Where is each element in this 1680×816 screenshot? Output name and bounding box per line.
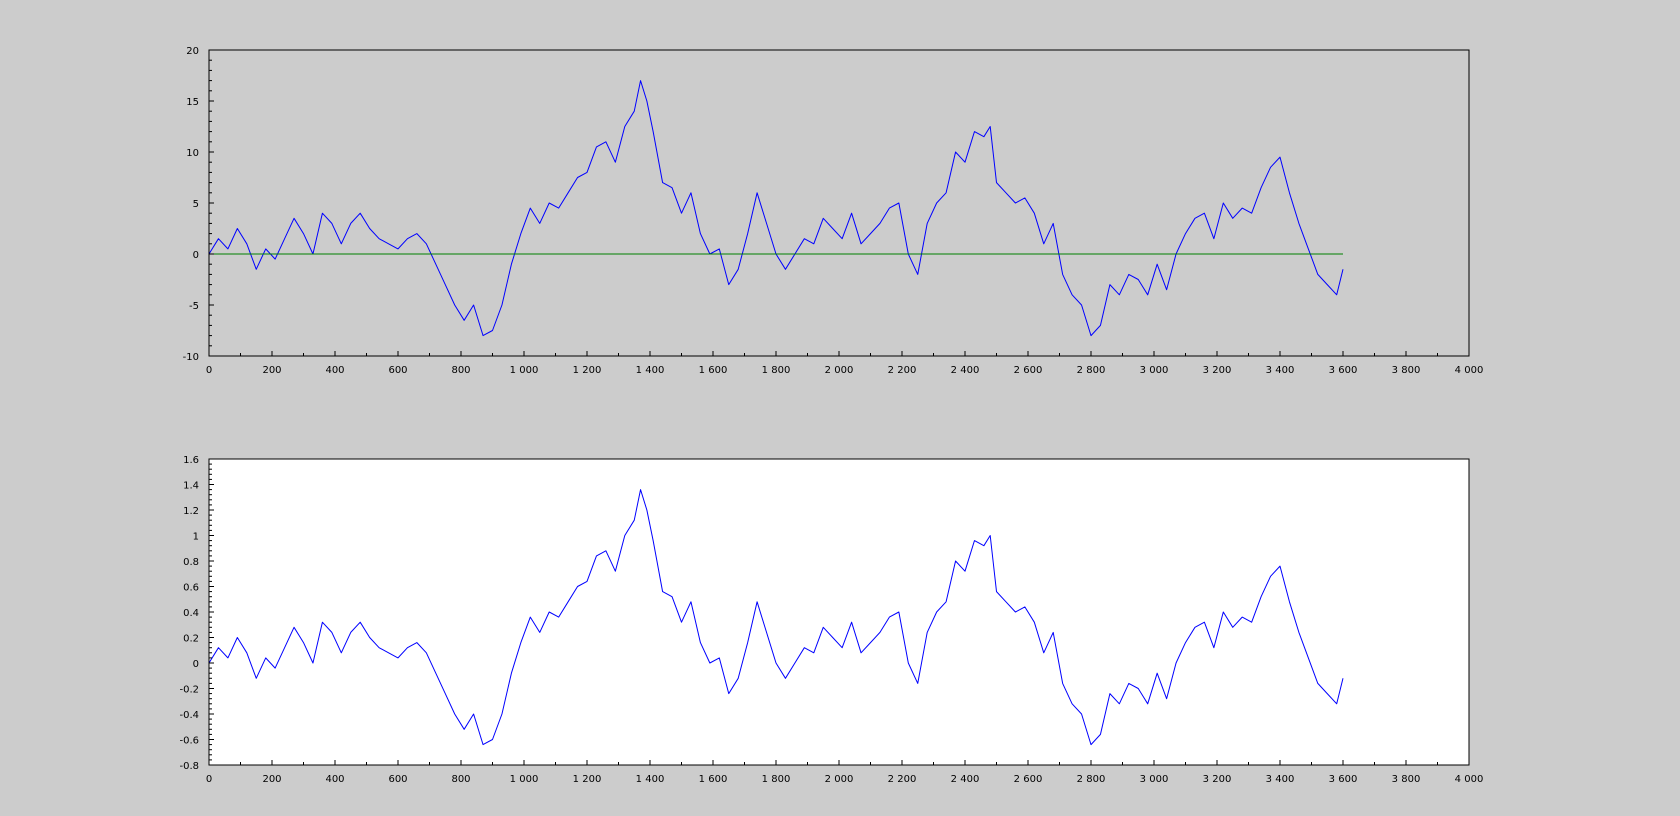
x-tick-label: 1 800 xyxy=(762,774,791,785)
x-tick-label: 1 000 xyxy=(510,365,539,376)
top-plot-axes: 0 200 400 600 800 1 000 1 200 1 400 1 600 1 800 2 … xyxy=(183,46,1484,376)
x-tick-label: 3 800 xyxy=(1392,774,1421,785)
y-tick-label: 20 xyxy=(186,46,199,57)
x-tick-label: 3 000 xyxy=(1140,365,1169,376)
plot-area xyxy=(209,459,1469,765)
x-tick-label: 600 xyxy=(388,365,407,376)
signal-line xyxy=(208,489,1344,746)
x-tick-label: 2 600 xyxy=(1014,365,1043,376)
y-tick-label: -0.8 xyxy=(179,761,199,772)
x-tick-label: 400 xyxy=(325,365,344,376)
x-tick-label: 1 400 xyxy=(636,774,665,785)
x-tick-label: 1 200 xyxy=(573,774,602,785)
x-tick-label: 2 000 xyxy=(825,774,854,785)
x-tick-label: 2 400 xyxy=(951,774,980,785)
y-tick-label: 0.4 xyxy=(183,608,199,619)
y-tick-label: 5 xyxy=(193,199,199,210)
bottom-plot-axes: 0 200 400 600 800 1 000 1 200 1 400 1 600 1 800 2 … xyxy=(179,455,1483,785)
y-tick-label: -5 xyxy=(189,301,199,312)
y-tick-label: 1.2 xyxy=(183,506,199,517)
x-tick-label: 2 000 xyxy=(825,365,854,376)
x-tick-label: 200 xyxy=(262,365,281,376)
y-tick-label: 0 xyxy=(193,250,199,261)
x-tick-label: 0 xyxy=(206,774,212,785)
x-tick-label: 1 200 xyxy=(573,365,602,376)
y-tick-label: 0 xyxy=(193,659,199,670)
x-tick-label: 400 xyxy=(325,774,344,785)
x-tick-label: 2 800 xyxy=(1077,774,1106,785)
y-tick-label: 15 xyxy=(186,97,199,108)
x-tick-label: 3 200 xyxy=(1203,365,1232,376)
x-tick-label: 4 000 xyxy=(1455,774,1484,785)
x-tick-label: 2 400 xyxy=(951,365,980,376)
y-tick-label: -0.6 xyxy=(179,736,199,747)
x-tick-label: 3 800 xyxy=(1392,365,1421,376)
x-tick-label: 800 xyxy=(451,774,470,785)
x-tick-label: 2 600 xyxy=(1014,774,1043,785)
x-tick-label: 200 xyxy=(262,774,281,785)
y-tick-label: 1 xyxy=(193,532,199,543)
y-tick-label: 1.6 xyxy=(183,455,199,466)
y-tick-label: 1.4 xyxy=(183,481,199,492)
x-tick-label: 3 000 xyxy=(1140,774,1169,785)
x-tick-label: 4 000 xyxy=(1455,365,1484,376)
x-tick-label: 800 xyxy=(451,365,470,376)
y-tick-label: -0.2 xyxy=(179,685,199,696)
x-tick-label: 3 200 xyxy=(1203,774,1232,785)
x-tick-label: 1 600 xyxy=(699,365,728,376)
plot-area xyxy=(209,50,1469,356)
y-tick-label: -10 xyxy=(183,352,199,363)
x-tick-label: 2 200 xyxy=(888,774,917,785)
y-tick-label: 0.6 xyxy=(183,583,199,594)
x-tick-label: 3 400 xyxy=(1266,774,1295,785)
x-tick-label: 3 400 xyxy=(1266,365,1295,376)
x-tick-label: 2 200 xyxy=(888,365,917,376)
x-tick-label: 600 xyxy=(388,774,407,785)
y-tick-label: -0.4 xyxy=(179,710,199,721)
x-tick-label: 0 xyxy=(206,365,212,376)
y-tick-label: 0.2 xyxy=(183,634,199,645)
y-tick-label: 10 xyxy=(186,148,199,159)
x-tick-label: 2 800 xyxy=(1077,365,1106,376)
x-tick-label: 1 600 xyxy=(699,774,728,785)
x-tick-label: 1 400 xyxy=(636,365,665,376)
x-tick-label: 1 800 xyxy=(762,365,791,376)
y-tick-label: 0.8 xyxy=(183,557,199,568)
x-tick-label: 3 600 xyxy=(1329,365,1358,376)
x-tick-label: 3 600 xyxy=(1329,774,1358,785)
x-tick-label: 1 000 xyxy=(510,774,539,785)
